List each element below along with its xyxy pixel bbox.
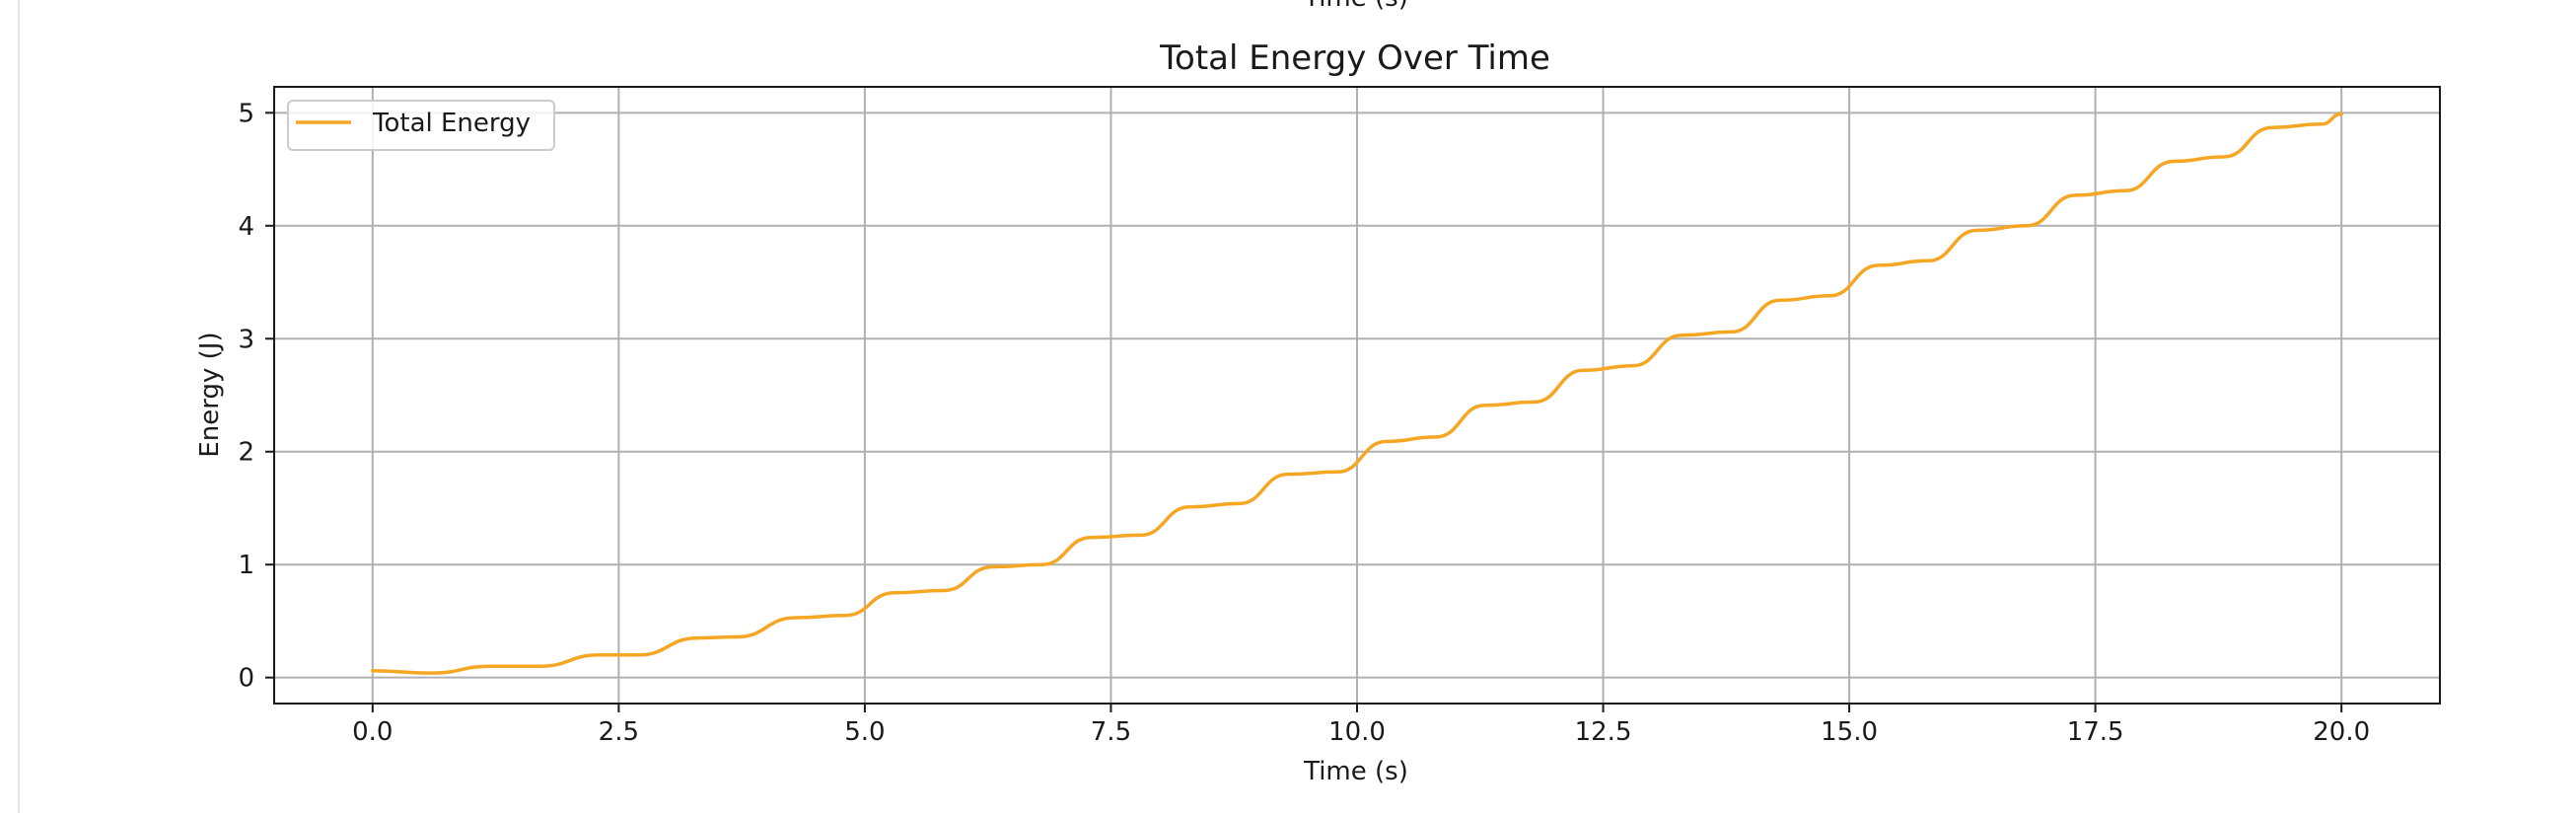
y-tick-label: 5	[238, 99, 254, 128]
series-line-total-energy	[371, 111, 2343, 675]
y-axis-ticks: 0 1 2 3 4 5	[238, 99, 274, 694]
x-tick-label: 17.5	[2067, 717, 2124, 747]
cell-left-border	[18, 0, 20, 813]
legend-box	[287, 100, 555, 151]
x-tick-label: 2.5	[599, 717, 639, 747]
previous-chart-xlabel: Time (s)	[1303, 0, 1408, 13]
legend: Total Energy	[287, 100, 555, 151]
x-tick-label: 20.0	[2313, 717, 2370, 747]
y-tick-label: 4	[238, 212, 254, 242]
chart-title: Total Energy Over Time	[1159, 38, 1550, 78]
y-tick-label: 1	[238, 551, 254, 580]
x-tick-label: 10.0	[1328, 717, 1386, 747]
y-tick-label: 2	[238, 438, 254, 468]
y-tick-label: 0	[238, 664, 254, 694]
plot-area	[371, 111, 2343, 675]
legend-label-total-energy: Total Energy	[372, 109, 531, 138]
x-tick-label: 12.5	[1575, 717, 1632, 747]
x-tick-label: 0.0	[352, 717, 393, 747]
x-axis-label: Time (s)	[1303, 757, 1408, 786]
x-tick-label: 15.0	[1821, 717, 1878, 747]
x-axis-ticks: 0.0 2.5 5.0 7.5 10.0 12.5 15.0 17.5 20.0	[352, 704, 2370, 747]
y-tick-label: 3	[238, 325, 254, 354]
y-axis-label: Energy (J)	[195, 332, 225, 457]
grid-lines	[274, 87, 2440, 704]
x-tick-label: 7.5	[1091, 717, 1131, 747]
x-tick-label: 5.0	[844, 717, 885, 747]
